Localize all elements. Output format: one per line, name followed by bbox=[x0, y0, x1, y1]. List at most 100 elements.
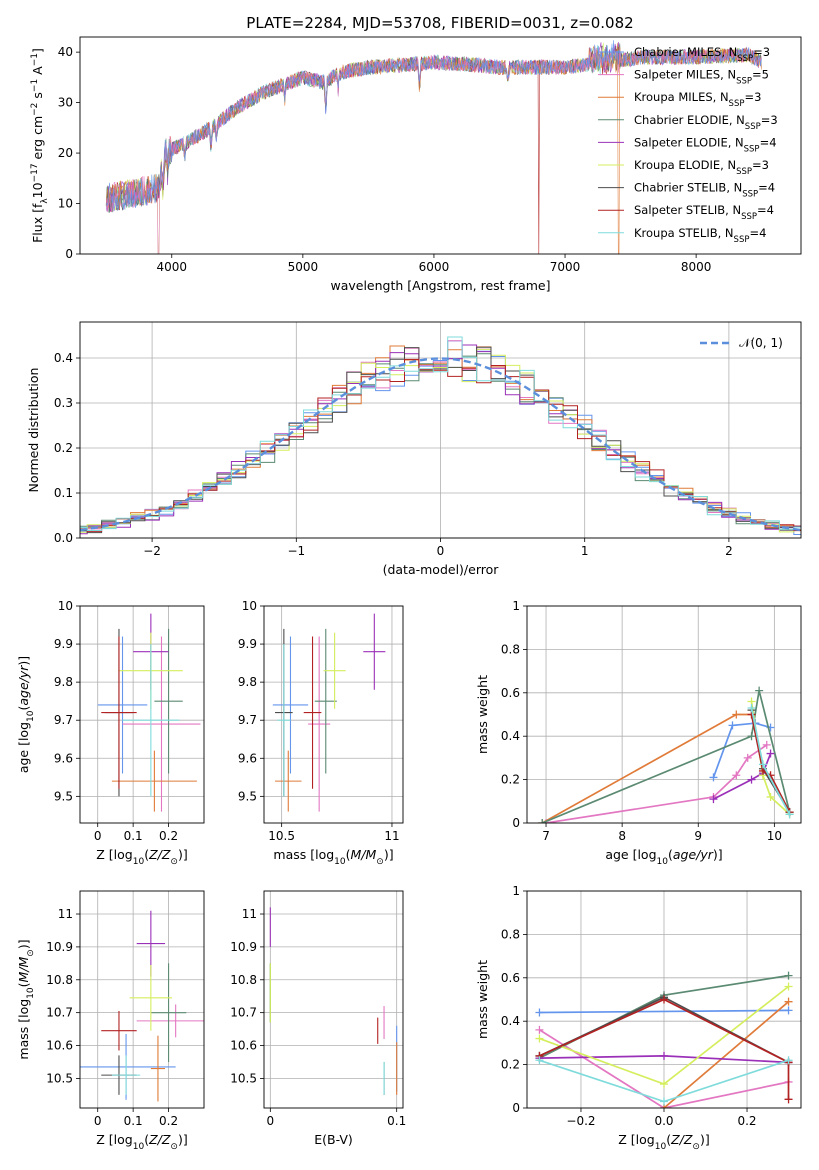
y-tick-label: 11 bbox=[242, 907, 257, 921]
legend-label-salpeter_stelib: Salpeter STELIB, NSSP=4 bbox=[634, 203, 774, 222]
panel-residuals: −2 −1 0 1 2 0.0 0.1 0.2 0.3 0.4 𝒩(0, 1) (data-model… bbox=[26, 321, 802, 577]
legend-tail: =3 bbox=[744, 90, 761, 104]
x-tick-label: 5000 bbox=[288, 260, 319, 274]
axes-frame bbox=[79, 321, 802, 539]
legend-text: Kroupa ELODIE, N bbox=[634, 158, 736, 172]
histogram-salpeter_elodie bbox=[80, 344, 801, 535]
legend-text: Salpeter ELODIE, N bbox=[634, 135, 744, 149]
figure-title: PLATE=2284, MJD=53708, FIBERID=0031, z=0… bbox=[246, 14, 633, 32]
errorbar-group bbox=[97, 613, 201, 812]
axes-frame bbox=[526, 605, 802, 824]
label-part: ( bbox=[16, 706, 31, 711]
y-axis-label: mass weight bbox=[475, 960, 490, 1039]
legend-tail: =4 bbox=[758, 181, 775, 195]
axes-frame bbox=[526, 890, 802, 1109]
weight-marker-chabrier_elodie bbox=[755, 686, 764, 695]
y-tick-label: 10.5 bbox=[46, 1071, 73, 1085]
x-tick-label: 2 bbox=[725, 544, 733, 558]
weight-marker-kroupa_elodie bbox=[660, 1080, 668, 1089]
x-tick-label: 8 bbox=[618, 829, 626, 843]
axes-frame bbox=[79, 605, 205, 824]
label-part: Flux [f bbox=[30, 203, 45, 243]
y-tick-label: 9.9 bbox=[54, 637, 73, 651]
weight-marker-salpeter_elodie bbox=[766, 749, 775, 758]
y-tick-label: 30 bbox=[58, 96, 73, 110]
histogram-kroupa_stelib bbox=[80, 336, 801, 531]
y-tick-label: 9.7 bbox=[54, 713, 73, 727]
label-part: 10 bbox=[30, 182, 45, 198]
x-tick-label: 0.1 bbox=[387, 1114, 406, 1128]
label-part: ⊙ bbox=[376, 857, 384, 867]
legend-label-salpeter_miles: Salpeter MILES, NSSP=5 bbox=[634, 68, 769, 87]
y-tick-label: 0.8 bbox=[501, 642, 520, 656]
x-tick-label: 0 bbox=[266, 1114, 274, 1128]
x-tick-label: 0.1 bbox=[124, 1114, 143, 1128]
y-axis-label: Normed distribution bbox=[26, 368, 41, 493]
y-tick-label: 9.6 bbox=[54, 751, 73, 765]
label-part: s bbox=[30, 92, 45, 103]
legend-label-normal: 𝒩(0, 1) bbox=[739, 336, 783, 350]
x-tick-label: 6000 bbox=[419, 260, 450, 274]
y-tick-label: 9.5 bbox=[54, 789, 73, 803]
label-part: 10 bbox=[26, 987, 36, 999]
y-tick-label: 0 bbox=[65, 247, 73, 261]
label-part: Z/Z bbox=[148, 847, 171, 862]
label-part: 10 bbox=[133, 1142, 145, 1152]
axes-frame bbox=[263, 605, 404, 824]
weight-series-salpeter_stelib bbox=[539, 998, 790, 1100]
y-tick-label: 0.6 bbox=[501, 686, 520, 700]
legend-sub: SSP bbox=[736, 167, 752, 177]
legend-tail: =5 bbox=[752, 68, 769, 82]
weight-marker-kroupa_stelib bbox=[747, 703, 756, 712]
weight-marker-salpeter_miles bbox=[762, 740, 771, 749]
weight-marker-chabrier_miles bbox=[709, 773, 718, 782]
label-part: age/yr bbox=[16, 665, 31, 706]
label-part: age [ bbox=[16, 741, 31, 773]
label-part: )] bbox=[700, 1132, 710, 1147]
x-tick-label: 9 bbox=[694, 829, 702, 843]
weight-series-salpeter_elodie bbox=[713, 753, 772, 800]
label-part: age [ bbox=[605, 847, 637, 862]
label-part: )] bbox=[713, 847, 723, 862]
x-tick-label: 11 bbox=[384, 829, 399, 843]
errorbar-group bbox=[80, 910, 204, 1102]
weight-marker-salpeter_miles bbox=[743, 753, 752, 762]
y-tick-label: 9.8 bbox=[238, 675, 257, 689]
y-tick-label: 9.7 bbox=[238, 713, 257, 727]
x-tick-label: −2 bbox=[143, 544, 161, 558]
label-part: λ bbox=[40, 198, 50, 204]
spectrum-series-chabrier_miles bbox=[106, 40, 762, 212]
label-part: erg cm bbox=[30, 116, 45, 164]
y-tick-label: 0.2 bbox=[501, 1058, 520, 1072]
weight-marker-kroupa_miles bbox=[784, 997, 793, 1006]
legend-sub: SSP bbox=[742, 190, 758, 200]
weight-marker-kroupa_stelib bbox=[758, 760, 767, 769]
x-tick-label: 7000 bbox=[550, 260, 581, 274]
weight-marker-chabrier_miles bbox=[784, 1006, 793, 1015]
label-part: Z [ bbox=[96, 1132, 113, 1147]
y-tick-label: 0.1 bbox=[54, 486, 73, 500]
label-part: Z/Z bbox=[148, 1132, 171, 1147]
y-tick-label: 0.4 bbox=[501, 729, 520, 743]
histogram-group bbox=[80, 336, 801, 535]
y-tick-label: 10 bbox=[242, 599, 257, 613]
legend-label-salpeter_elodie: Salpeter ELODIE, NSSP=4 bbox=[634, 135, 777, 154]
x-tick-label: 4000 bbox=[156, 260, 187, 274]
weight-marker-salpeter_stelib bbox=[784, 1095, 793, 1104]
weight-marker-kroupa_stelib bbox=[660, 1097, 668, 1106]
x-tick-label: −1 bbox=[287, 544, 305, 558]
y-axis-label: Flux [fλ10−17 erg cm−2 s−1 A−1] bbox=[30, 48, 50, 243]
y-tick-label: 9.6 bbox=[238, 751, 257, 765]
y-tick-label: 0.2 bbox=[501, 773, 520, 787]
label-part: M/M bbox=[16, 956, 31, 982]
x-tick-label: 0 bbox=[94, 829, 102, 843]
y-tick-label: 10.8 bbox=[46, 973, 73, 987]
y-tick-label: 0.8 bbox=[501, 927, 520, 941]
weight-series-salpeter_miles bbox=[539, 1029, 789, 1108]
spectrum-lines bbox=[105, 40, 762, 254]
weight-marker-salpeter_miles bbox=[732, 771, 741, 780]
y-tick-label: 0.2 bbox=[54, 441, 73, 455]
